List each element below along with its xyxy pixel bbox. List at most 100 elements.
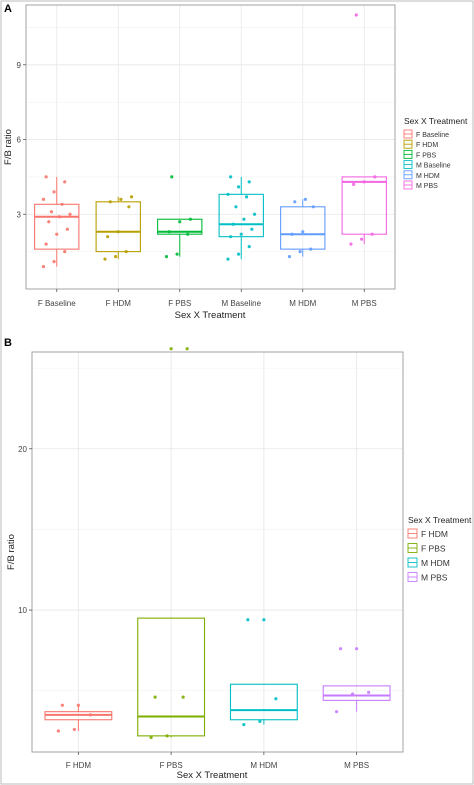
y-tick-label: 10 (18, 606, 27, 615)
data-point (106, 235, 110, 239)
legend-item: F PBS (407, 543, 446, 554)
data-point (231, 222, 235, 226)
data-point (355, 647, 359, 651)
data-point (178, 220, 182, 224)
data-point (298, 250, 302, 254)
data-point (226, 257, 230, 261)
data-point (236, 185, 241, 189)
data-point (349, 242, 353, 246)
data-point (229, 235, 233, 239)
legend-item: F PBS (403, 149, 437, 159)
x-tick-label: F Baseline (38, 299, 76, 308)
legend-label: M Baseline (416, 163, 451, 170)
data-point (354, 13, 358, 17)
data-point (153, 695, 157, 699)
box-f-pbs (157, 175, 203, 259)
data-point (242, 722, 246, 727)
data-point (41, 197, 46, 201)
data-point (149, 735, 153, 740)
x-tick-label: F HDM (66, 761, 92, 770)
data-point (303, 197, 308, 201)
data-point (175, 252, 179, 256)
legend-label: F Baseline (416, 132, 449, 139)
panel-label: B (4, 337, 12, 349)
data-point (373, 175, 377, 179)
data-point (334, 710, 339, 714)
x-tick-label: F PBS (168, 299, 191, 308)
data-point (359, 237, 364, 241)
data-point (52, 190, 56, 194)
box-iqr (280, 206, 326, 250)
legend-label: M PBS (421, 573, 448, 583)
box-m-pbs (322, 647, 391, 714)
data-point (186, 232, 190, 236)
gridlines (32, 352, 403, 752)
data-point (165, 734, 169, 738)
data-point (88, 713, 92, 717)
data-point (258, 719, 262, 723)
data-point (52, 259, 56, 264)
legend-item: F HDM (403, 139, 438, 149)
data-point (167, 230, 171, 234)
panel-A: A 3 6 9 F Baseline F HDM F PBS M Baseline M HDM M… (3, 3, 468, 321)
data-point (76, 703, 80, 707)
data-point (63, 180, 67, 184)
x-tick-label: M PBS (344, 761, 369, 770)
y-axis-title: F/B ratio (6, 534, 17, 570)
data-point (352, 182, 356, 186)
box-m-baseline (218, 175, 264, 261)
legend: Sex X Treatment F HDM F PBS M HDM M PBS (407, 515, 472, 583)
legend: Sex X Treatment F Baseline F HDM F PBS M Bas… (403, 116, 468, 190)
box-f-pbs (137, 347, 206, 740)
x-tick-label: M HDM (250, 761, 277, 770)
data-point (44, 242, 48, 246)
data-point (338, 647, 343, 651)
data-point (103, 257, 107, 261)
data-point (229, 175, 233, 179)
data-point (119, 197, 123, 201)
data-point (41, 264, 46, 269)
data-point (55, 232, 59, 236)
legend-label: M HDM (421, 558, 450, 568)
data-point (124, 250, 128, 254)
data-point (60, 703, 64, 707)
box-iqr (157, 218, 203, 235)
data-point (56, 729, 60, 733)
data-point (362, 180, 366, 184)
data-point (247, 180, 251, 184)
legend-label: F HDM (421, 529, 448, 539)
box-m-pbs (341, 13, 387, 246)
box-f-hdm (95, 195, 141, 261)
legend-title: Sex X Treatment (404, 116, 468, 126)
legend-label: F PBS (416, 152, 437, 159)
gridlines (26, 5, 395, 289)
data-point (351, 692, 355, 696)
data-point (234, 205, 238, 209)
data-point (250, 227, 254, 231)
x-tick-label: F PBS (160, 761, 183, 770)
data-point (262, 618, 266, 622)
data-point (116, 230, 120, 234)
legend-title: Sex X Treatment (408, 515, 472, 525)
legend-item: F HDM (407, 528, 448, 539)
data-point (290, 232, 294, 236)
data-point (108, 200, 112, 204)
box-iqr (95, 201, 141, 253)
x-axis-title: Sex X Treatment (175, 310, 246, 321)
x-tick-label: M HDM (289, 299, 316, 308)
data-point (301, 230, 305, 234)
legend-label: M HDM (416, 173, 440, 180)
legend-label: F PBS (421, 544, 446, 554)
data-point (274, 697, 278, 701)
x-tick-label: F HDM (106, 299, 132, 308)
data-point (309, 247, 313, 251)
data-point (57, 215, 62, 219)
box-iqr (218, 193, 264, 238)
data-point (129, 195, 134, 199)
legend-item: M PBS (407, 572, 448, 583)
panel-label: A (4, 3, 12, 15)
data-point (185, 347, 189, 351)
y-tick-label: 20 (18, 445, 27, 454)
data-point (170, 175, 174, 179)
